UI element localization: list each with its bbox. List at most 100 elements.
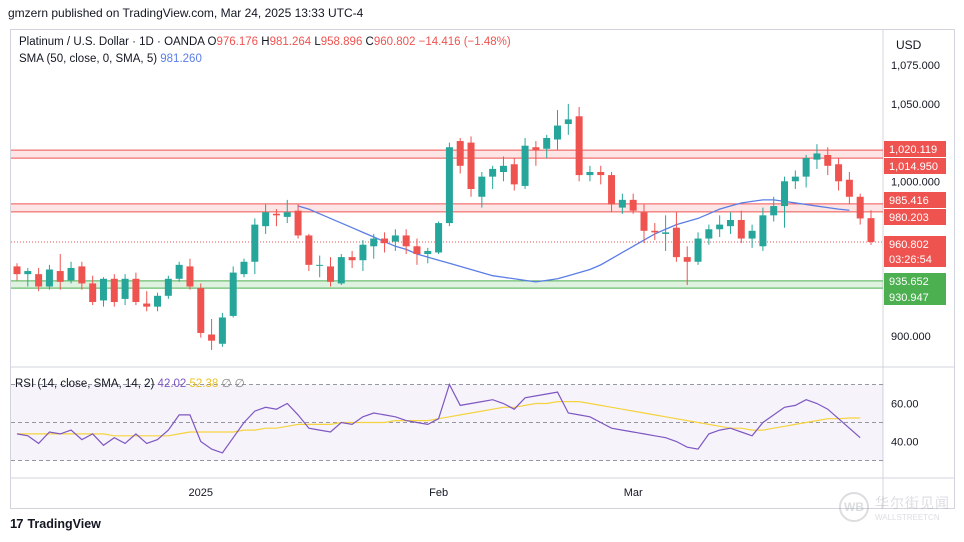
candle-body — [197, 288, 205, 333]
price-tick-label: 1,050.000 — [891, 99, 940, 111]
rsi-line — [16, 382, 861, 454]
candle-body — [186, 266, 194, 287]
ohlc-open-label: O — [207, 36, 217, 48]
candle-body — [586, 172, 594, 176]
sma-legend: SMA (50, close, 0, SMA, 5) 981.260 — [19, 53, 202, 65]
price-label-box — [884, 209, 946, 225]
watermark: WB 华尔街见闻 WALLSTREETCN — [839, 492, 950, 522]
candle-body — [99, 278, 107, 301]
candle-body — [13, 266, 21, 275]
symbol-legend: Platinum / U.S. Dollar · 1D · OANDA O976… — [19, 36, 511, 48]
chart-frame[interactable]: 1,075.000 1,050.000 1,000.000 900.000 1,020.… — [10, 29, 955, 509]
candle-body — [402, 235, 410, 247]
watermark-sub: WALLSTREETCN — [875, 512, 940, 522]
candle-body — [608, 175, 616, 205]
candle-body — [56, 271, 64, 282]
candle-body — [802, 158, 810, 177]
candle-body — [110, 278, 118, 302]
ohlc-close: 960.802 — [373, 36, 416, 48]
candle-body — [240, 261, 248, 275]
rsi-tick-label: 40.00 — [891, 437, 919, 449]
ohlc-high: 981.264 — [269, 36, 312, 48]
candle-body — [694, 238, 702, 262]
candle-body — [24, 271, 32, 275]
candle-body — [510, 164, 518, 185]
candle-body — [737, 219, 745, 239]
candle-body — [597, 172, 605, 176]
candle-body — [262, 212, 270, 227]
candle-body — [218, 317, 226, 344]
countdown-box — [884, 252, 946, 267]
price-label-text: 935.652 — [889, 276, 929, 288]
candle-body — [445, 147, 453, 224]
time-tick-label: 2025 — [189, 487, 213, 499]
candle-body — [78, 266, 86, 284]
rsi-value: 42.02 — [157, 378, 187, 390]
sma-value: 981.260 — [160, 53, 202, 65]
rsi-extra-1: ∅ — [221, 378, 232, 390]
price-label-box — [884, 289, 946, 305]
ohlc-high-label: H — [261, 36, 270, 48]
sma-label: SMA (50, close, 0, SMA, 5) — [19, 53, 158, 65]
candle-body — [121, 278, 129, 299]
currency-label[interactable]: USD — [896, 38, 922, 52]
countdown-text: 03:26:54 — [889, 254, 932, 266]
candle-body — [391, 235, 399, 242]
tradingview-logo-icon: 17 — [10, 516, 24, 531]
candle-body — [521, 145, 529, 186]
price-tick-label: 900.000 — [891, 331, 931, 343]
candle-body — [208, 334, 216, 341]
candle-body — [424, 250, 432, 255]
sma-line — [297, 199, 850, 283]
candle-body — [305, 235, 313, 265]
candle-body — [435, 223, 443, 253]
price-label-text: 1,014.950 — [889, 161, 938, 173]
price-label-text: 960.802 — [889, 239, 929, 251]
candle-body — [326, 266, 334, 282]
candle-body — [867, 218, 875, 242]
candle-body — [251, 224, 259, 262]
candle-body — [781, 181, 789, 207]
price-label-box — [884, 236, 946, 252]
candle-body — [35, 274, 43, 287]
price-label-text: 980.203 — [889, 212, 929, 224]
support-zone-2 — [11, 280, 883, 289]
candle-body — [683, 257, 691, 262]
candle-body — [467, 142, 475, 190]
candle-body — [229, 272, 237, 316]
candle-body — [316, 264, 324, 266]
footer-brand-label: TradingView — [27, 516, 101, 531]
price-label-text: 1,020.119 — [889, 144, 937, 156]
publish-header: gmzern published on TradingView.com, Mar… — [8, 6, 364, 20]
candle-body — [370, 238, 378, 247]
candle-body — [705, 229, 713, 239]
candle-body — [575, 116, 583, 176]
candle-body — [294, 210, 302, 236]
chart-canvas[interactable]: 1,075.000 1,050.000 1,000.000 900.000 1,020.… — [11, 30, 954, 508]
price-label-box — [884, 273, 946, 289]
candle-body — [835, 164, 843, 182]
candle-body — [629, 199, 637, 211]
candle-body — [651, 230, 659, 233]
candle-body — [67, 267, 75, 281]
ohlc-open: 976.176 — [216, 36, 259, 48]
watermark-logo: WB — [839, 492, 869, 522]
candle-body — [824, 154, 832, 166]
candle-body — [175, 264, 183, 279]
candle-body — [672, 227, 680, 258]
candle-body — [543, 137, 551, 149]
price-tick-label: 1,000.000 — [891, 176, 940, 188]
rsi-legend: RSI (14, close, SMA, 14, 2) 42.02 52.38 … — [15, 376, 245, 390]
candle-body — [359, 244, 367, 261]
candle-body — [348, 257, 356, 261]
candle-body — [640, 212, 648, 231]
candle-body — [499, 165, 507, 172]
candle-body — [337, 257, 345, 284]
candle-body — [132, 278, 140, 302]
candle-body — [618, 199, 626, 208]
candle-body — [845, 179, 853, 197]
candle-body — [716, 224, 724, 230]
price-label-box — [884, 141, 946, 157]
candle-body — [554, 125, 562, 140]
candle-body — [154, 295, 162, 307]
